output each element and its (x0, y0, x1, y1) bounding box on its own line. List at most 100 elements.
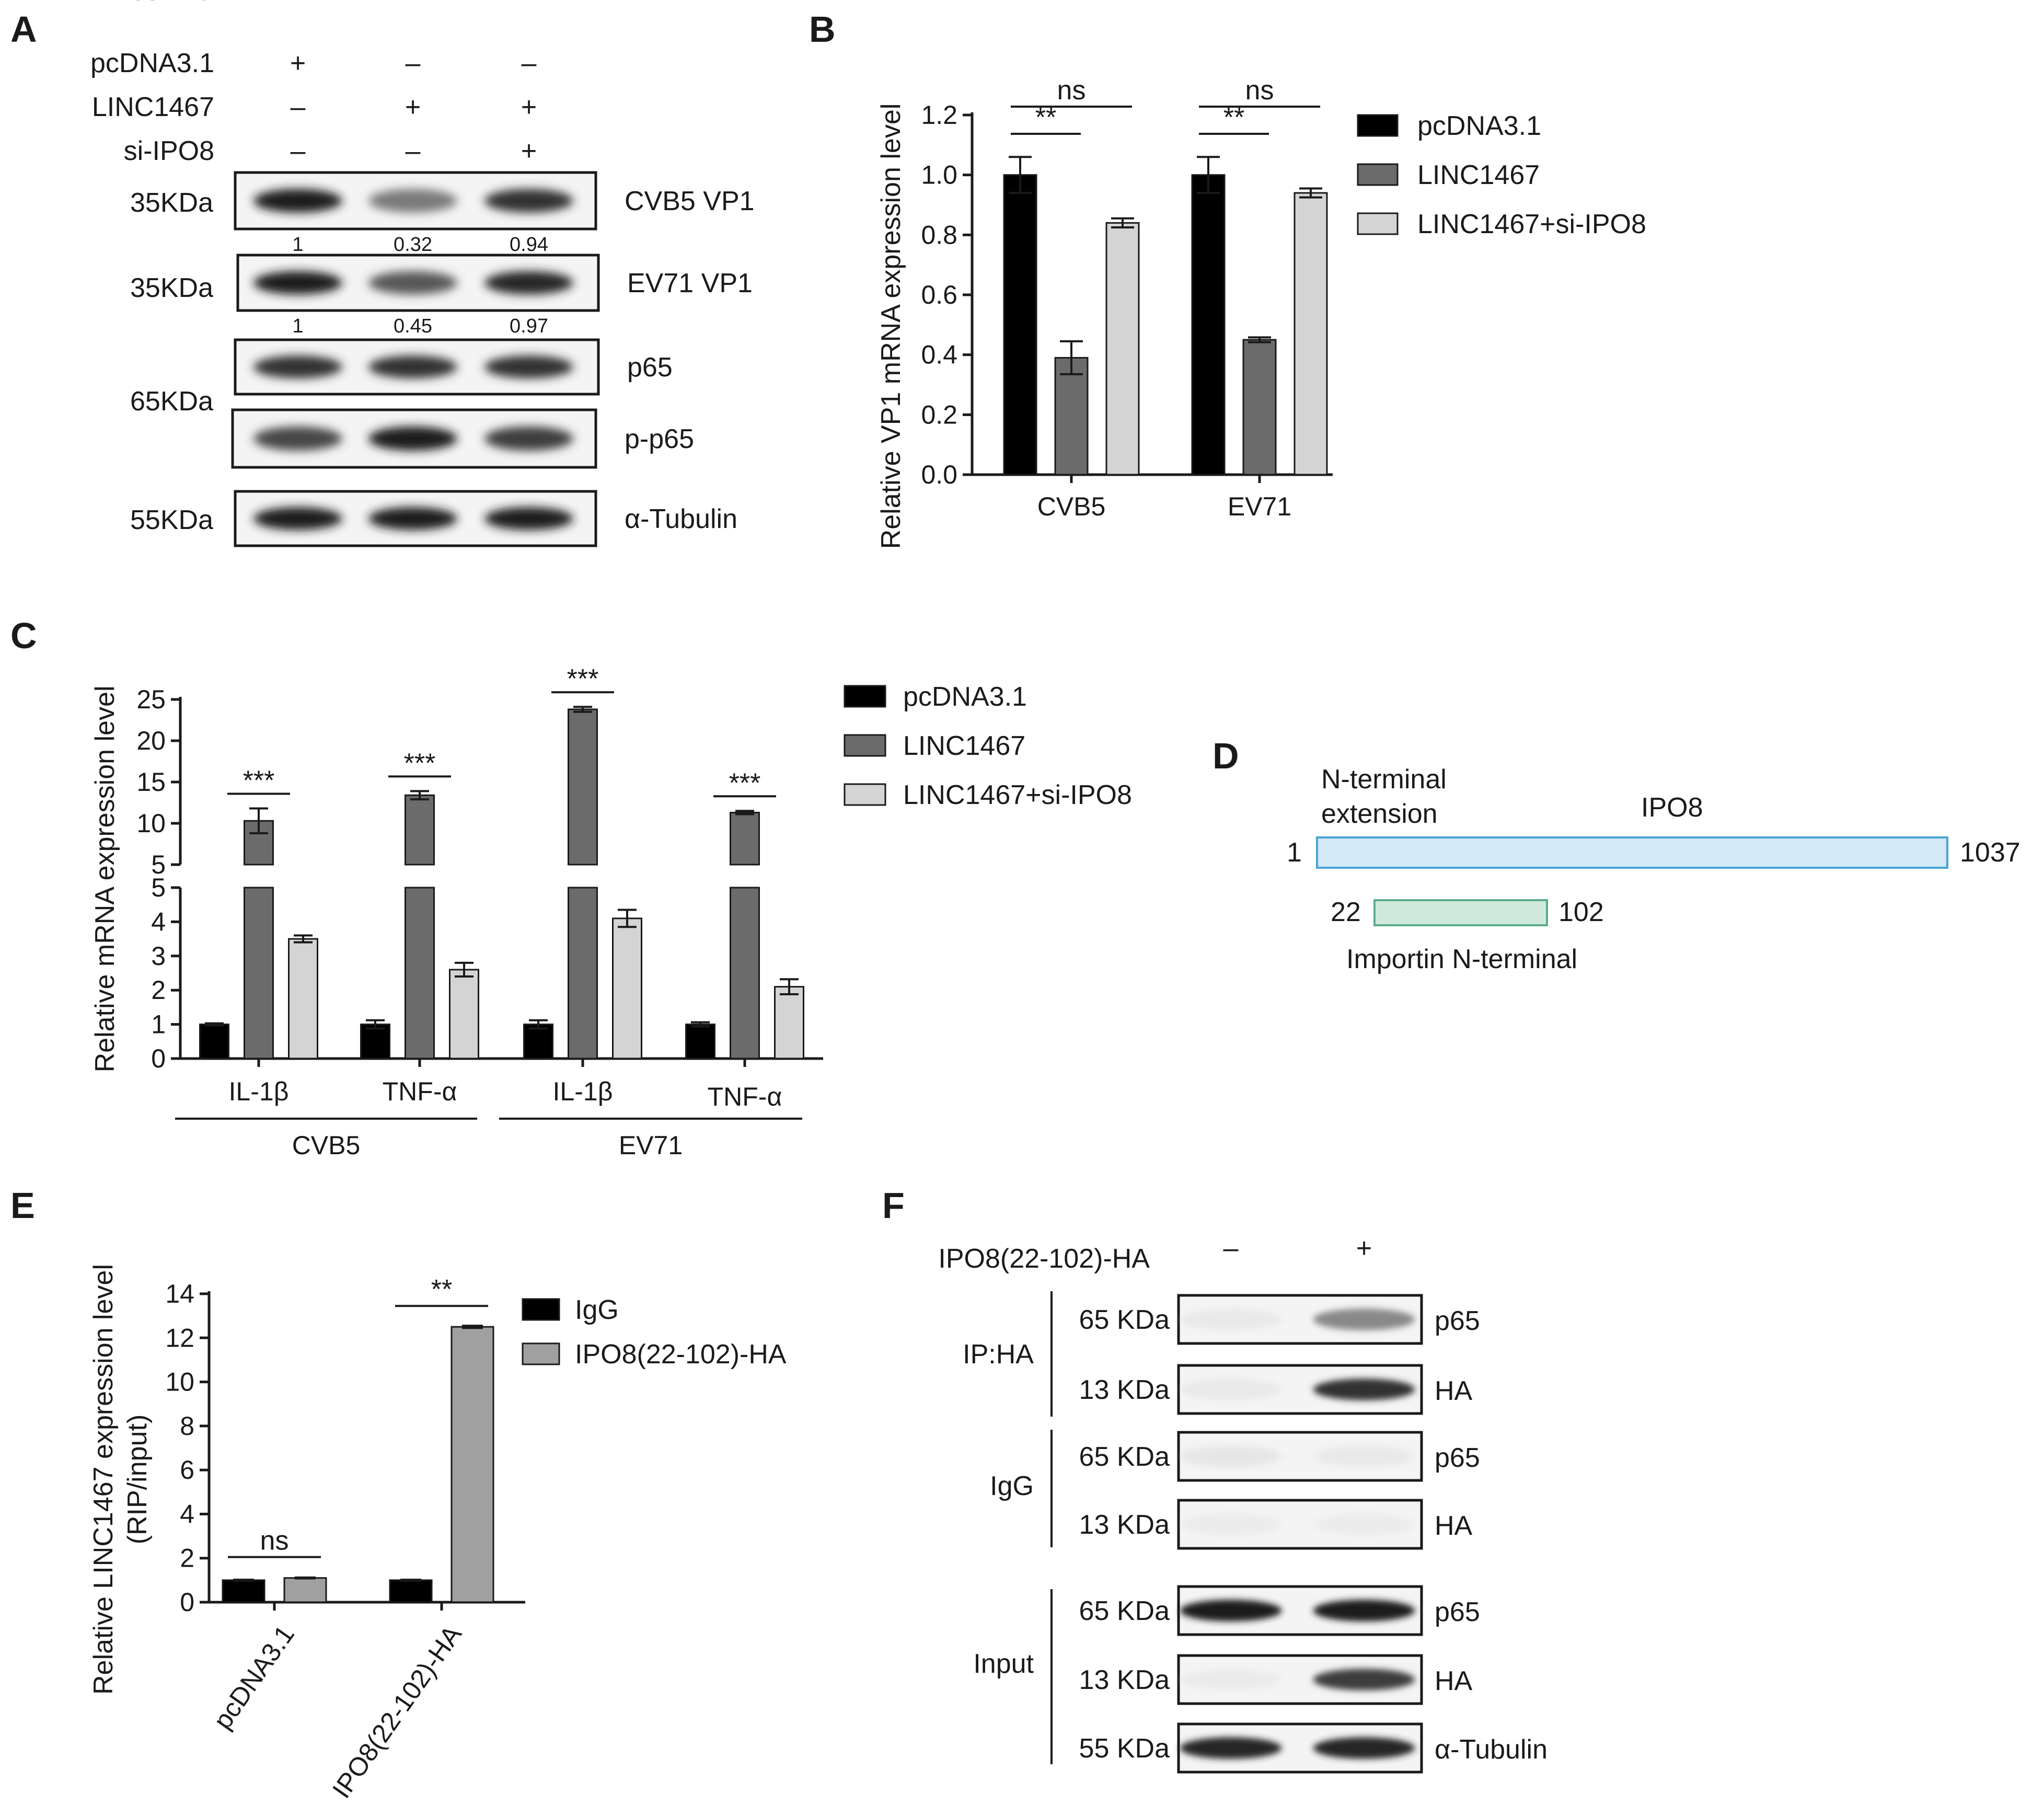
condition-sign: + (521, 136, 537, 166)
bar-linc1467-tnf-lower (730, 887, 760, 1060)
legend-label-pcdna3-1: pcDNA3.1 (1417, 111, 1541, 141)
blot-target-label-ha: HA (1435, 1666, 1473, 1696)
band-quantification: 0.97 (510, 315, 548, 337)
ipo8-extension-label-2: extension (1321, 799, 1438, 829)
blot-band-cvb5-vp1 (253, 189, 342, 213)
y-tick-label: 6 (180, 1455, 194, 1485)
bar-igg-pcdna3-1 (222, 1579, 265, 1603)
blot-target-label-tubulin: α-Tubulin (625, 504, 737, 534)
legend-swatch-linc1467 (844, 734, 886, 757)
x-tick-label-il-1: IL-1β (553, 1077, 613, 1106)
legend-label-ipo8-22-102-ha: IPO8(22-102)-HA (575, 1339, 787, 1370)
group-label-cvb5: CVB5 (292, 1131, 361, 1160)
condition-sign: + (521, 92, 537, 122)
y-tick-label: 8 (180, 1411, 194, 1441)
y-tick-label: 2 (180, 1544, 194, 1573)
blot-target-label-ev71-vp1: EV71 VP1 (627, 268, 753, 298)
significance-marker: ns (1245, 75, 1274, 106)
group-label-ev71: EV71 (619, 1131, 683, 1160)
legend-swatch-pcdna3-1 (1357, 114, 1399, 137)
bar-igg-ipo8-22-102-ha (389, 1579, 433, 1603)
panel-letter-b: B (809, 9, 836, 50)
ipo8-protein-label: IPO8 (1641, 792, 1703, 823)
y-tick-label: 10 (165, 1367, 194, 1397)
blot-target-label-tubulin: α-Tubulin (1435, 1734, 1548, 1765)
construct-sign: + (1356, 1233, 1372, 1263)
bar-linc1467-tnf-upper (730, 811, 760, 866)
construct-label: IPO8(22-102)-HA (938, 1244, 1150, 1274)
legend-label-linc1467: LINC1467 (903, 731, 1025, 761)
molecular-weight-label: 65 KDa (1079, 1305, 1170, 1335)
blot-target-label-p65: p65 (1435, 1443, 1480, 1473)
condition-label-pcdna3-1: pcDNA3.1 (90, 48, 214, 78)
importin-n-terminal-label: Importin N-terminal (1346, 944, 1577, 974)
bar-linc1467-si-ipo8-il-1 (288, 938, 318, 1060)
blot-band-p-p65 (368, 426, 457, 451)
significance-marker: ** (431, 1274, 452, 1305)
y-tick-label: 25 (136, 685, 166, 714)
significance-marker: ** (1223, 102, 1244, 133)
bar-linc1467-il-1-upper (568, 708, 598, 866)
bar-ipo8-22-102-ha-ipo8-22-102-ha (451, 1326, 494, 1603)
condition-label-si-ipo8: si-IPO8 (124, 136, 214, 166)
y-tick-label: 1.2 (921, 100, 957, 130)
y-tick-label: 0 (180, 1588, 194, 1617)
group-label-input: Input (973, 1649, 1034, 1679)
blot-band-tubulin (1180, 1737, 1282, 1759)
panel-d-domain-diagram: N-terminal extension IPO8 1 1037 22 102 … (1287, 764, 2020, 974)
legend-swatch-linc1467-si-ipo8 (1357, 212, 1399, 235)
condition-sign: + (405, 92, 421, 122)
significance-marker: *** (404, 748, 436, 778)
legend-label-linc1467: LINC1467 (1417, 160, 1540, 190)
panel-b-chart: 0.0 0.2 0.4 0.6 0.8 1.0 1.2 Relative VP1 mRNA e… (876, 75, 1646, 549)
molecular-weight-label: 65 KDa (1079, 1596, 1170, 1626)
legend-swatch-linc1467 (1357, 163, 1399, 186)
ipo8-end-label: 1037 (1960, 837, 2020, 868)
bar-pcdna3-1-cvb5 (1003, 174, 1037, 476)
condition-sign: – (406, 48, 421, 78)
blot-band-ev71-vp1 (484, 271, 573, 295)
condition-label-linc1467: LINC1467 (92, 92, 214, 122)
panel-e-chart: 0 2 4 6 8 10 12 14 Relative LINC1467 expression … (88, 1264, 787, 1803)
blot-band-ev71-vp1 (368, 271, 457, 295)
y-tick-label: 0.4 (921, 340, 957, 370)
blot-band-p65 (1313, 1445, 1415, 1467)
molecular-weight-label: 13 KDa (1079, 1510, 1170, 1540)
blot-band-ev71-vp1 (253, 271, 342, 295)
blot-target-label-ha: HA (1435, 1511, 1473, 1541)
bar-pcdna3-1-il-1 (199, 1024, 229, 1060)
blot-band-ha (1313, 1513, 1415, 1535)
y-tick-label: 15 (136, 767, 166, 797)
domain-end-label: 102 (1558, 897, 1604, 927)
condition-sign: – (291, 92, 306, 122)
y-tick-label: 14 (165, 1279, 194, 1308)
y-tick-label: 4 (180, 1499, 194, 1528)
blot-band-ha (1180, 1378, 1282, 1400)
panel-c-chart: 0 1 2 3 4 55 10 15 20 25 Relative mRNA expression … (90, 664, 1132, 1160)
blot-band-p65 (1180, 1308, 1282, 1330)
y-tick-label: 0.0 (921, 460, 957, 489)
legend-label-linc1467-si-ipo8: LINC1467+si-IPO8 (903, 780, 1132, 810)
condition-sign: – (406, 136, 421, 166)
bar-linc1467-si-ipo8-cvb5 (1105, 222, 1140, 476)
bar-linc1467-si-ipo8-il-1 (612, 917, 642, 1060)
molecular-weight-label: 13 KDa (1079, 1375, 1170, 1405)
panel-letter-f: F (882, 1185, 905, 1226)
y-axis-title-line-2: (RIP/input) (122, 1415, 153, 1545)
y-tick-label: 1 (151, 1010, 166, 1039)
bar-pcdna3-1-tnf (685, 1024, 715, 1060)
blot-target-label-p65: p65 (1435, 1597, 1480, 1627)
blot-band-ha (1180, 1669, 1282, 1691)
y-tick-label: 5 (151, 850, 166, 879)
blot-band-p-p65 (484, 426, 573, 451)
blot-band-tubulin (253, 507, 342, 530)
significance-marker: ns (260, 1526, 289, 1556)
legend-label-linc1467-si-ipo8: LINC1467+si-IPO8 (1417, 209, 1646, 239)
construct-sign: – (1223, 1233, 1239, 1263)
bar-linc1467-il-1-upper (244, 820, 274, 866)
molecular-weight-label: 65 KDa (1079, 1442, 1170, 1472)
blot-target-label-p-p65: p-p65 (625, 424, 694, 454)
y-tick-label: 0 (151, 1044, 166, 1073)
bar-linc1467-tnf-upper (405, 794, 435, 866)
